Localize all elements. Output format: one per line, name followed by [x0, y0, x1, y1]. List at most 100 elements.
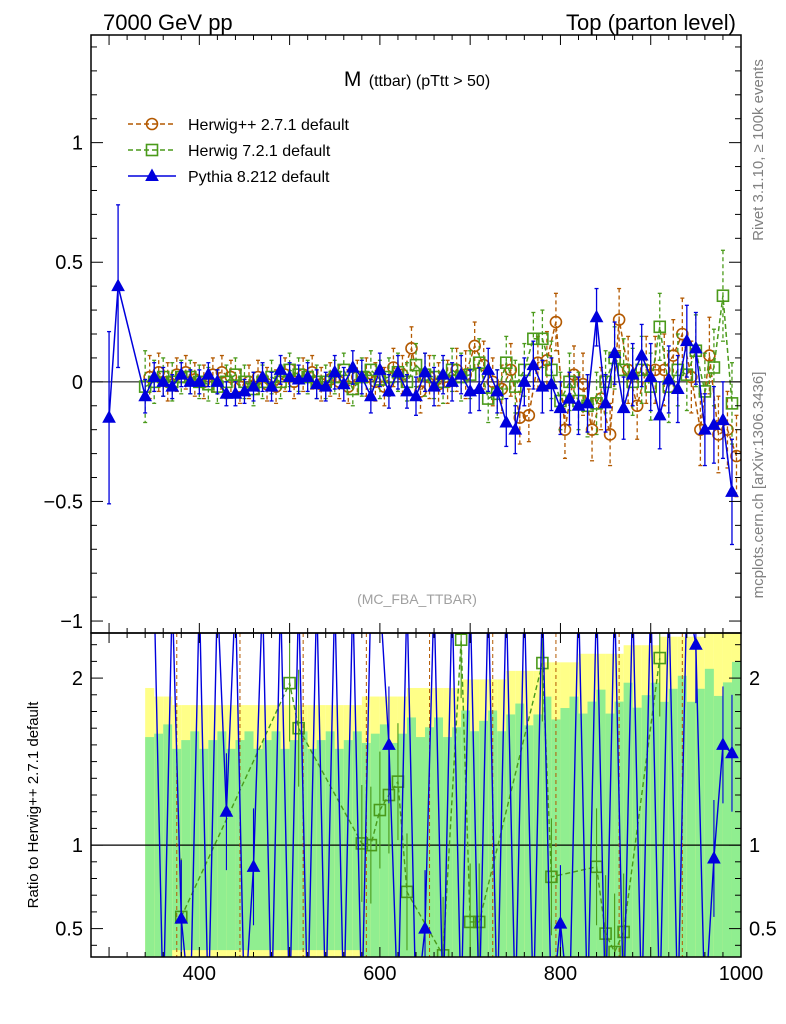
ratio-point [725, 745, 739, 759]
data-point [192, 374, 207, 387]
ratio-band-green [352, 731, 362, 951]
data-point [364, 388, 378, 402]
data-point [661, 371, 676, 385]
ratio-point [355, 837, 369, 850]
chart-title-sub: (ttbar) (pTtt > 50) [369, 73, 490, 90]
ratio-band-green [443, 737, 453, 957]
axis-frames: 400 600 800 1000 −1 −0.5 0 0.5 1 0.5 0.5 1 1 2 2 [44, 34, 777, 985]
data-point [703, 349, 716, 362]
ratio-band-green [560, 708, 570, 957]
ratio-point [599, 927, 612, 940]
legend: Herwig++ 2.7.1 default Herwig 7.2.1 defau… [128, 117, 350, 186]
ratio-band-green [470, 731, 480, 957]
ratio-y-tick-label-right: 1 [749, 835, 760, 857]
data-point [409, 358, 423, 372]
header-right-title: Top (parton level) [566, 10, 736, 35]
data-point [138, 388, 153, 402]
data-point [603, 428, 617, 441]
legend-entry: Herwig 7.2.1 default [128, 143, 331, 160]
data-point [219, 386, 234, 399]
data-point [607, 345, 622, 359]
ratio-band-green [379, 724, 389, 957]
data-point [345, 359, 360, 373]
data-point [102, 410, 116, 423]
data-point [499, 356, 513, 370]
data-point [648, 363, 662, 377]
ratio-band-green [271, 731, 281, 951]
data-point [246, 379, 261, 392]
data-point [336, 376, 351, 390]
ratio-band-green [416, 737, 426, 957]
data-point [147, 369, 162, 383]
data-point [156, 374, 171, 387]
legend-marker [145, 117, 159, 131]
data-point [598, 395, 613, 409]
x-tick-label: 400 [183, 963, 216, 985]
data-point [264, 379, 279, 392]
data-point [653, 320, 667, 334]
ratio-band-green [325, 731, 335, 951]
data-point [165, 379, 180, 392]
y-tick-label: 1 [72, 133, 83, 155]
ratio-point [373, 803, 387, 817]
data-point [585, 423, 599, 436]
data-point [652, 407, 667, 421]
ratio-point [608, 945, 621, 957]
ratio-point [219, 804, 234, 817]
data-point [382, 383, 396, 397]
data-point [730, 449, 741, 463]
data-point [255, 369, 270, 383]
ratio-series-line [154, 633, 733, 957]
ratio-band-green [388, 742, 398, 957]
y-tick-label: 0.5 [55, 252, 83, 274]
legend-entry: Herwig++ 2.7.1 default [128, 117, 350, 134]
ratio-band-green [361, 742, 371, 957]
main-panel-content [91, 204, 741, 546]
data-point [707, 361, 721, 374]
data-point [201, 367, 216, 380]
data-point [472, 381, 487, 395]
ratio-point [400, 885, 414, 899]
data-point [689, 340, 703, 354]
ratio-point [553, 916, 568, 929]
ratio-point [536, 656, 549, 670]
chart-title-main: M [344, 68, 362, 91]
ratio-band-green [425, 727, 435, 957]
ratio-band-green [217, 731, 227, 951]
data-point [522, 409, 536, 422]
ratio-band-green [226, 748, 236, 951]
data-point [486, 375, 500, 389]
ratio-band-green [452, 727, 462, 957]
data-point [517, 374, 532, 387]
data-point [625, 367, 640, 380]
ratio-band-green [479, 720, 489, 957]
data-point [445, 374, 459, 387]
ratio-band-green [334, 748, 344, 951]
data-point [617, 363, 630, 377]
data-point [400, 383, 414, 397]
ratio-band-green [145, 737, 155, 957]
data-point [405, 342, 418, 355]
ratio-band-green [686, 701, 696, 957]
ratio-band-green [497, 731, 507, 957]
ratio-series [154, 633, 739, 957]
ratio-panel-content [91, 633, 741, 957]
ratio-band-green [172, 748, 182, 951]
y-tick-label: −1 [60, 611, 83, 633]
data-point [373, 362, 387, 375]
data-point [634, 347, 649, 361]
ratio-band-green [298, 731, 308, 951]
series-1 [138, 249, 739, 445]
data-point [616, 400, 631, 414]
data-point [174, 367, 189, 380]
data-point [576, 377, 590, 391]
data-point [716, 412, 730, 426]
ratio-point [454, 633, 468, 646]
ratio-y-tick-label-left: 1 [72, 835, 83, 857]
ratio-y-tick-label-left: 2 [72, 668, 83, 690]
data-point [273, 362, 288, 375]
data-point [111, 278, 125, 292]
analysis-watermark: (MC_FBA_TTBAR) [357, 591, 477, 607]
ratio-y-tick-label-left: 0.5 [55, 919, 83, 941]
data-point [282, 369, 297, 383]
